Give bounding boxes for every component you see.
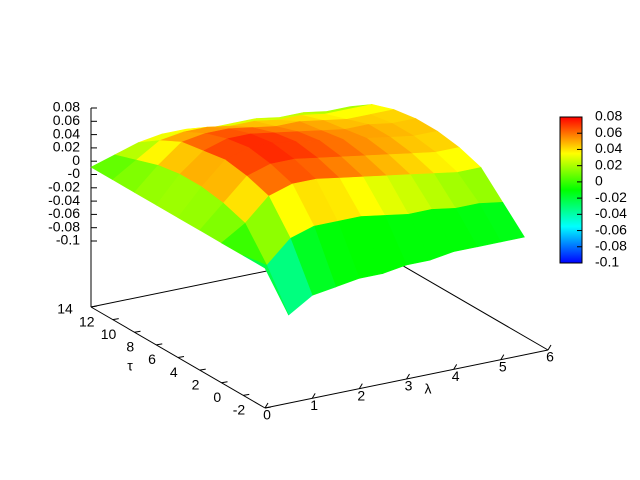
y-tick-label: 12 <box>79 313 95 329</box>
x-tick-label: 0 <box>263 407 271 423</box>
y-tick-label: 2 <box>192 376 200 392</box>
x-tick-label: 5 <box>499 358 507 374</box>
colorbar-tick-label: -0.02 <box>595 189 627 205</box>
colorbar-tick-label: 0 <box>595 173 603 189</box>
y-tick-label: -2 <box>233 402 246 418</box>
x-tick-label: 3 <box>405 378 413 394</box>
colorbar-tick-label: 0.06 <box>595 124 622 140</box>
z-tick-label: -0.1 <box>56 232 80 248</box>
x-tick-label: 2 <box>357 387 365 403</box>
colorbar <box>559 116 583 264</box>
x-tick <box>453 364 458 370</box>
y-tick-label: 6 <box>148 351 156 367</box>
y-tick <box>112 318 119 321</box>
x-axis-label: λ <box>425 381 432 397</box>
z-tick-label: -0 <box>68 165 81 181</box>
z-tick-label: 0 <box>72 152 80 168</box>
y-tick-label: 8 <box>126 339 134 355</box>
z-tick-label: 0.06 <box>53 112 80 128</box>
colorbar-tick-label: 0.02 <box>595 156 622 172</box>
z-tick-label: 0.08 <box>53 99 80 115</box>
y-tick-label: 14 <box>57 301 73 317</box>
y-tick <box>199 368 206 371</box>
z-tick-label: 0.04 <box>53 125 80 141</box>
colorbar-tick-label: -0.06 <box>595 221 627 237</box>
y-tick <box>134 330 141 333</box>
colorbar-tick-label: -0.08 <box>595 237 627 253</box>
surface-patch <box>243 255 289 316</box>
x-tick-label: 1 <box>310 397 318 413</box>
x-tick <box>264 402 269 409</box>
z-tick-label: -0.02 <box>48 179 80 195</box>
y-tick-label: 0 <box>213 389 221 405</box>
y-tick <box>156 343 163 346</box>
z-tick-label: -0.06 <box>48 205 80 221</box>
axis-labels: λ τ <box>127 358 431 397</box>
x-tick <box>358 383 363 389</box>
colorbar-tick-label: 0.08 <box>595 108 622 124</box>
y-tick-label: 10 <box>101 326 117 342</box>
y-tick <box>90 305 98 308</box>
base-frame <box>90 107 552 409</box>
z-tick-label: -0.04 <box>48 192 80 208</box>
y-tick <box>243 393 250 396</box>
y-tick-label: 4 <box>170 364 178 380</box>
y-tick <box>264 406 272 409</box>
y-tick <box>177 356 185 358</box>
x-tick <box>547 344 552 351</box>
y-tick <box>221 381 228 384</box>
x-tick <box>500 354 505 360</box>
z-tick-label: 0.02 <box>53 139 80 155</box>
x-tick <box>406 373 410 380</box>
z-tick-label: -0.08 <box>48 218 80 234</box>
x-tick-label: 4 <box>452 368 460 384</box>
colorbar-tick-label: -0.1 <box>595 254 619 270</box>
x-tick <box>311 393 316 399</box>
x-tick-label: 6 <box>546 349 554 365</box>
colorbar-tick-label: 0.04 <box>595 140 622 156</box>
colorbar-tick-label: -0.04 <box>595 205 627 221</box>
y-axis-label: τ <box>127 358 133 374</box>
surface <box>90 104 525 316</box>
